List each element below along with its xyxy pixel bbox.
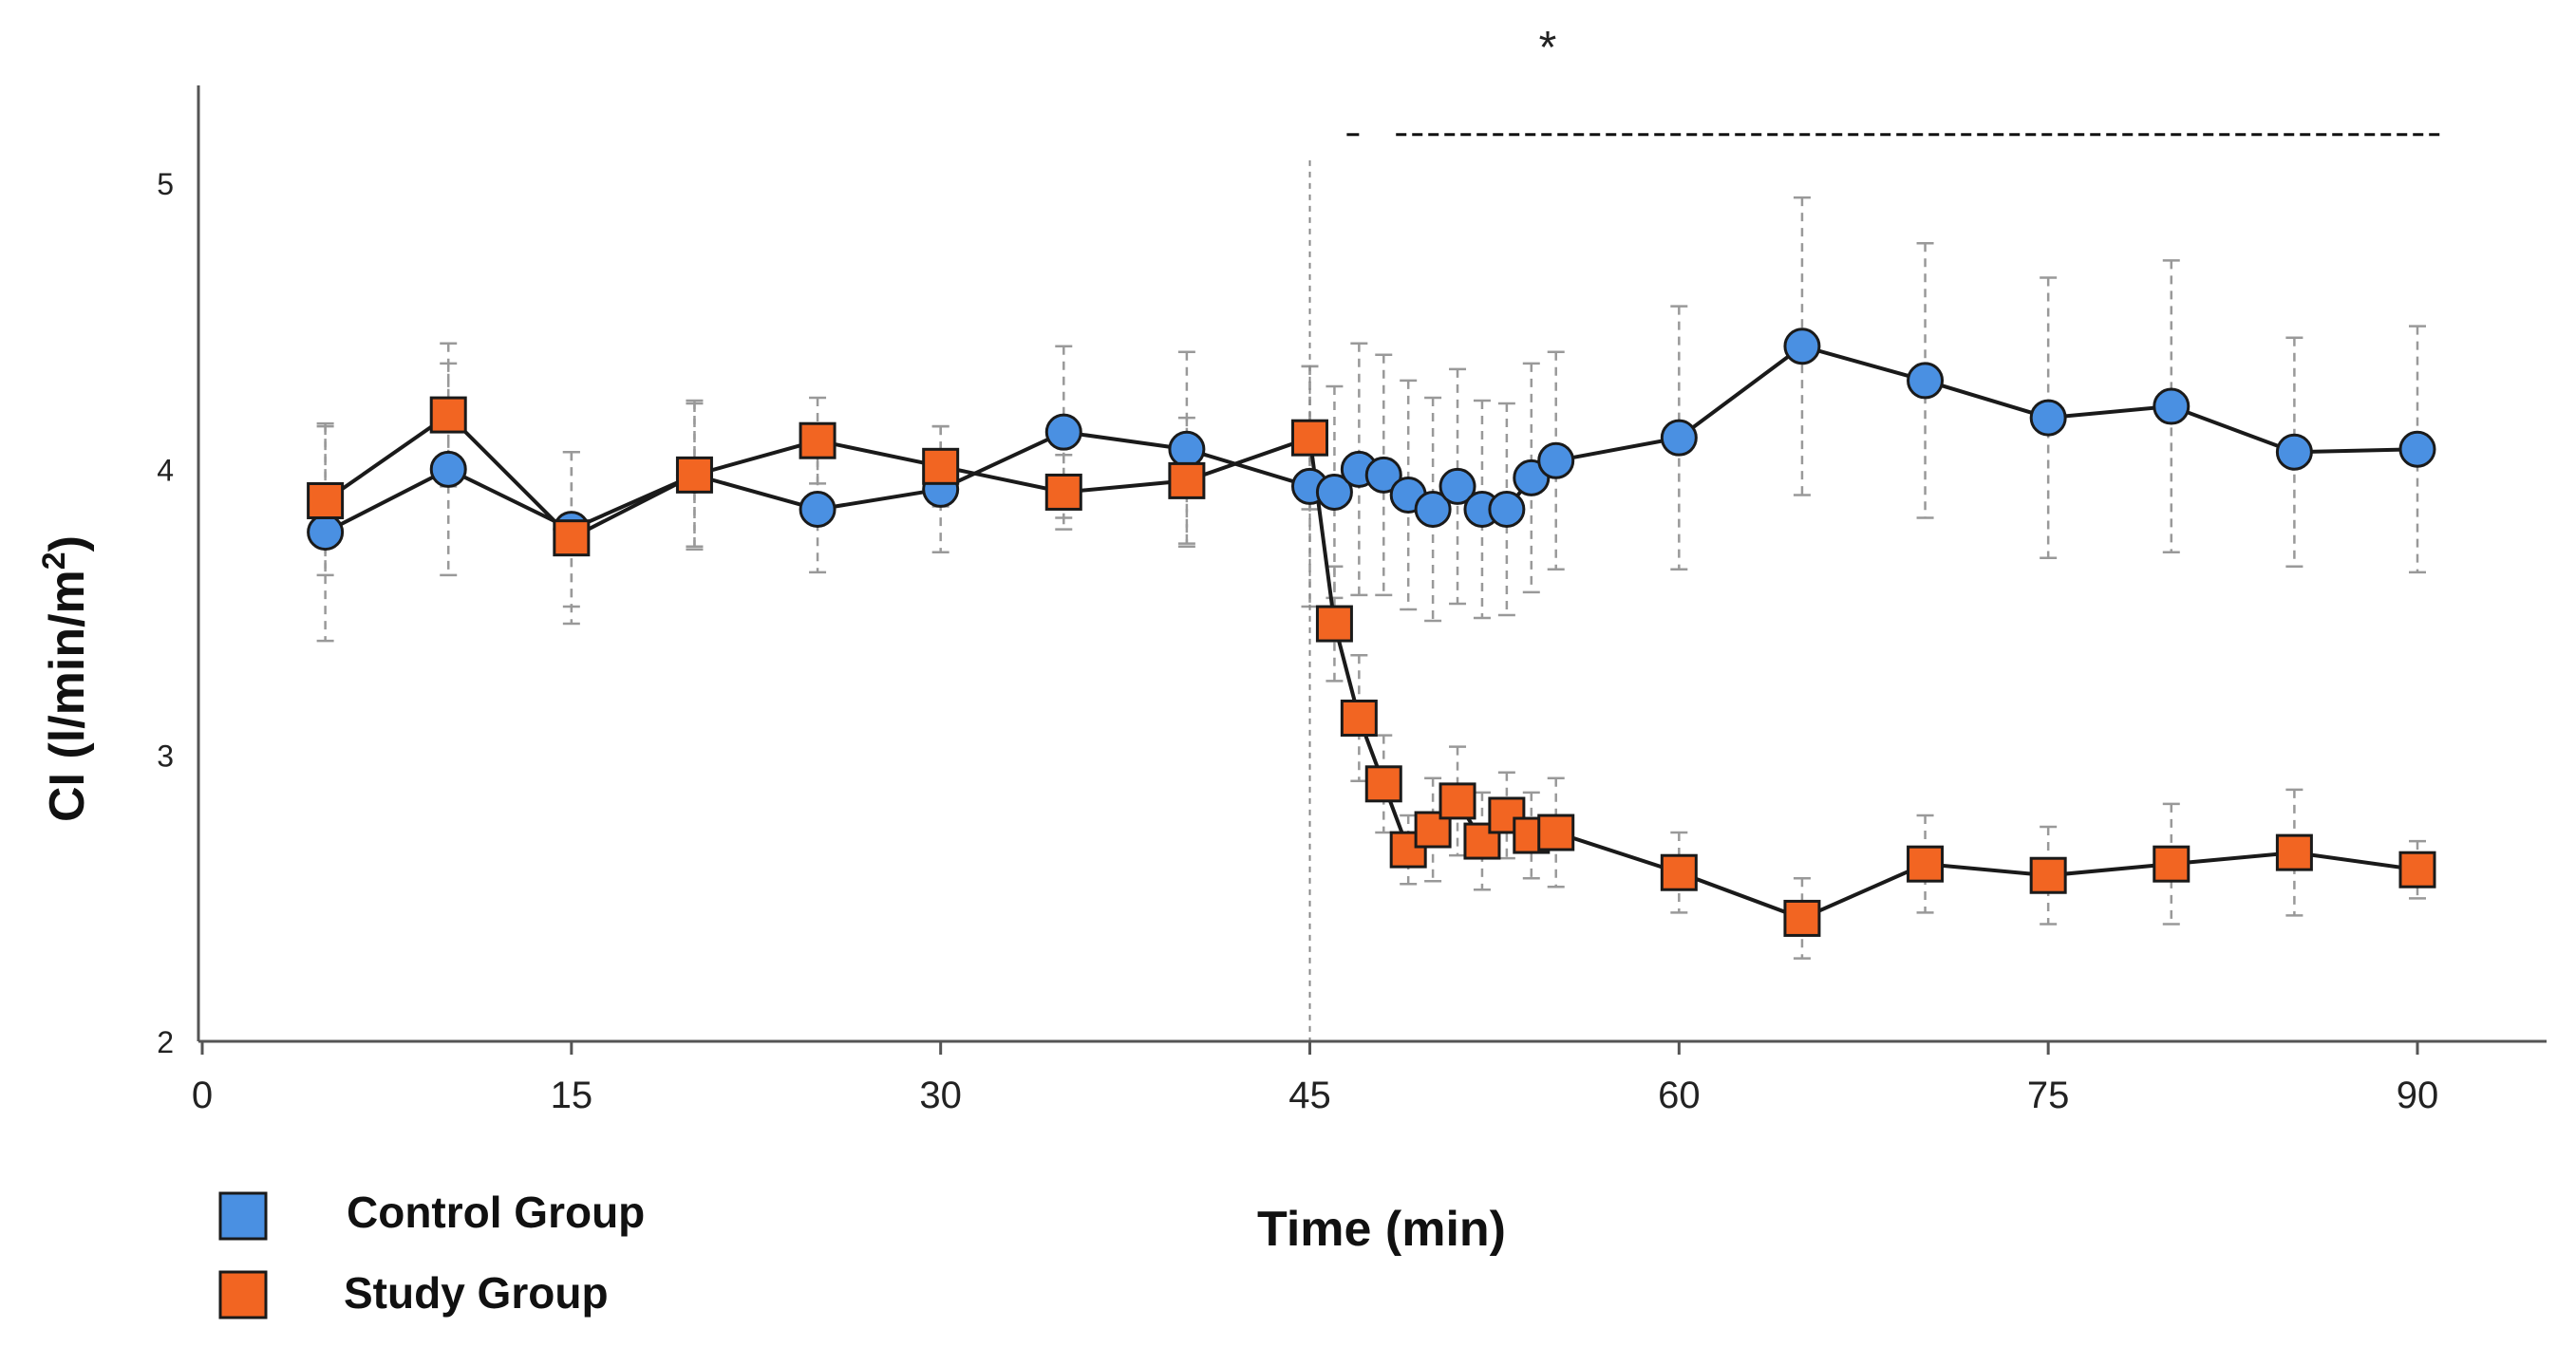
data-point-control [1438, 467, 1476, 505]
y-tick-label: 5 [157, 167, 174, 201]
y-axis-title: CI (l/min/m2) [36, 535, 95, 822]
y-tick-label: 3 [157, 739, 174, 774]
significance-annotation: * [1346, 23, 2442, 137]
data-point-study [1340, 699, 1378, 737]
data-point-study [922, 447, 960, 485]
error-bars [316, 196, 2426, 960]
data-point-study [553, 519, 591, 557]
data-point-control [1044, 413, 1082, 451]
x-tick-label: 15 [551, 1075, 593, 1116]
data-point-study [1660, 853, 1698, 891]
series-lines [324, 344, 2418, 921]
data-point-study [307, 481, 345, 519]
y-axis-title-close: ) [40, 535, 95, 552]
data-point-study [429, 396, 467, 434]
legend-label-control: Control Group [347, 1188, 645, 1237]
data-point-study [1364, 765, 1402, 803]
data-point-study [1783, 899, 1821, 937]
data-point-study [799, 421, 837, 459]
data-point-control [2153, 387, 2191, 425]
data-point-control [2398, 430, 2436, 468]
x-axis-title: Time (min) [1257, 1202, 1506, 1257]
legend-swatch-study [218, 1270, 268, 1319]
series-markers [307, 327, 2436, 937]
data-point-control [1315, 473, 1353, 511]
legend-swatch-control [218, 1191, 268, 1241]
data-point-control [1364, 456, 1402, 494]
series-line-study [324, 412, 2418, 921]
y-axis-title-main: CI (l/min/m [40, 570, 95, 822]
data-point-control [2029, 399, 2067, 437]
data-point-study [1537, 814, 1575, 851]
legend-label-study: Study Group [344, 1268, 609, 1318]
data-point-study [2153, 845, 2191, 883]
data-point-study [1291, 419, 1328, 457]
data-point-control [1783, 327, 1821, 365]
legend: Control Group Study Group [218, 1188, 645, 1319]
data-point-study [2275, 833, 2313, 871]
data-point-control [429, 450, 467, 488]
data-point-study [675, 456, 713, 494]
data-point-study [1907, 845, 1945, 883]
data-point-control [2275, 433, 2313, 471]
x-tick-label: 75 [2027, 1075, 2070, 1116]
data-point-study [1168, 461, 1206, 499]
data-point-study [1438, 782, 1476, 820]
data-point-control [1660, 419, 1698, 457]
data-point-control [1488, 491, 1526, 529]
data-point-study [1315, 605, 1353, 643]
data-point-study [2029, 856, 2067, 894]
data-point-control [799, 491, 837, 529]
x-tick-label: 60 [1658, 1075, 1701, 1116]
data-point-control [1168, 430, 1206, 468]
data-point-study [1044, 473, 1082, 511]
x-tick-label: 45 [1288, 1075, 1331, 1116]
data-point-control [1907, 362, 1945, 400]
y-tick-label: 2 [157, 1025, 174, 1059]
y-tick-label: 4 [157, 453, 174, 487]
data-point-control [1537, 441, 1575, 479]
data-point-control [1414, 491, 1452, 529]
y-axis-title-superscript: 2 [36, 552, 72, 570]
x-tick-label: 30 [919, 1075, 962, 1116]
data-point-control [307, 514, 345, 552]
data-point-study [2398, 851, 2436, 889]
x-tick-label: 90 [2397, 1075, 2439, 1116]
x-tick-label: 0 [192, 1075, 213, 1116]
significance-asterisk: * [1539, 23, 1557, 73]
